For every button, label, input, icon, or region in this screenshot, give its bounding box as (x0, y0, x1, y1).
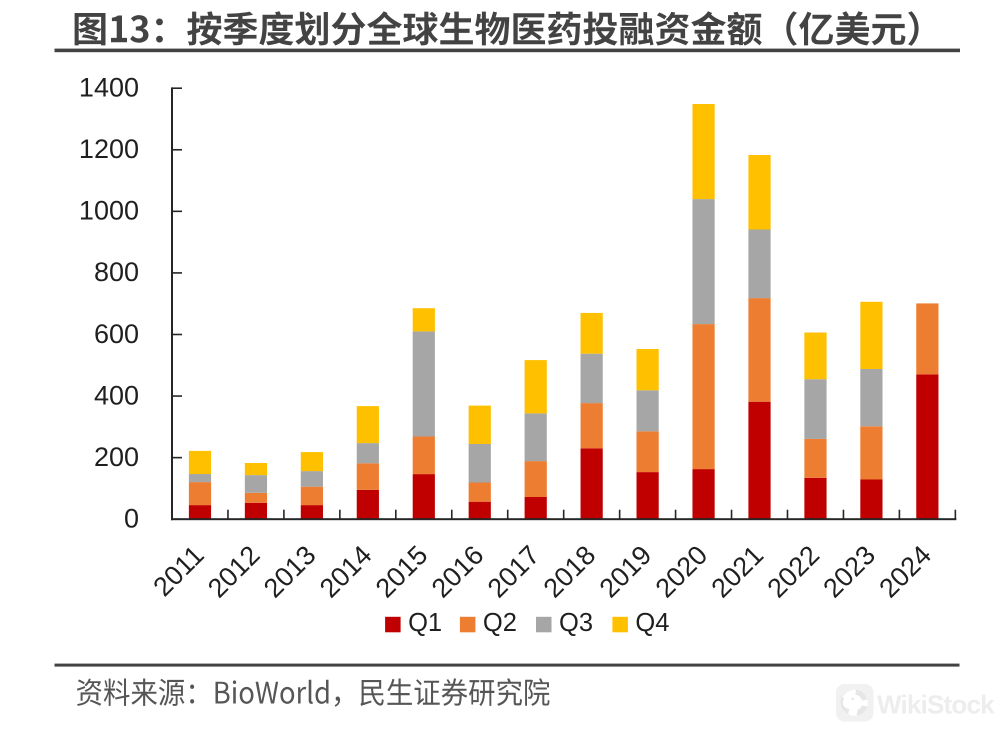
svg-text:1400: 1400 (79, 73, 139, 103)
svg-text:1000: 1000 (79, 196, 139, 226)
svg-text:800: 800 (94, 257, 139, 287)
svg-text:Q4: Q4 (635, 609, 669, 637)
svg-text:0: 0 (124, 504, 139, 534)
svg-text:Q1: Q1 (408, 609, 442, 637)
svg-text:WikiStock: WikiStock (877, 690, 995, 720)
svg-text:600: 600 (94, 319, 139, 349)
svg-text:Q3: Q3 (559, 609, 593, 637)
svg-text:Q2: Q2 (483, 609, 517, 637)
svg-text:1200: 1200 (79, 134, 139, 164)
svg-text:200: 200 (94, 442, 139, 472)
svg-text:400: 400 (94, 380, 139, 410)
